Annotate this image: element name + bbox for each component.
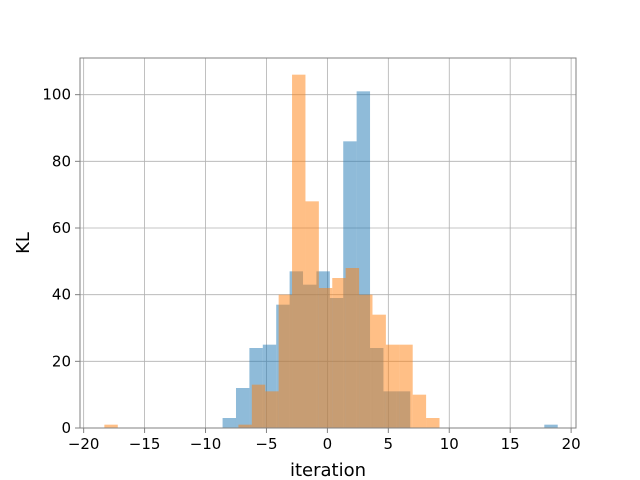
x-tick-label: 15 <box>501 435 520 453</box>
histogram-bar-series-2 <box>345 268 360 428</box>
x-tick-label: −15 <box>129 435 161 453</box>
y-tick-label: 80 <box>52 152 71 170</box>
x-tick-label: 20 <box>562 435 581 453</box>
histogram-bar-series-2 <box>412 394 427 428</box>
histogram-bar-series-1 <box>544 424 558 428</box>
histogram-bar-series-1 <box>235 388 250 428</box>
histogram-bar-series-2 <box>265 391 279 428</box>
histogram-bar-series-2 <box>104 424 118 428</box>
x-tick-label: 0 <box>323 435 333 453</box>
x-tick-label: 5 <box>384 435 394 453</box>
histogram-bar-series-2 <box>305 201 319 428</box>
histogram-bar-series-2 <box>332 278 346 428</box>
histogram-bar-series-2 <box>426 418 440 428</box>
y-tick-label: 60 <box>52 219 71 237</box>
plot-frame <box>79 57 577 429</box>
y-tick-label: 20 <box>52 352 71 370</box>
histogram-bar-series-2 <box>385 344 400 428</box>
y-axis-label: KL <box>13 232 34 254</box>
histogram-bar-series-2 <box>278 294 293 428</box>
y-tick-label: 100 <box>42 86 71 104</box>
histogram-bar-series-1 <box>222 418 236 428</box>
x-tick-label: −10 <box>190 435 222 453</box>
histogram-bar-series-2 <box>359 294 373 428</box>
ticks: −20 −15 −10 −5 0 5 10 15 20 0 20 40 60 80 100 <box>42 86 580 453</box>
histogram-bar-series-2 <box>292 74 306 429</box>
histogram-bar-series-2 <box>399 344 413 428</box>
x-tick-label: −5 <box>255 435 277 453</box>
y-tick-label: 40 <box>52 286 71 304</box>
bars <box>104 74 558 429</box>
y-tick-label: 0 <box>61 419 71 437</box>
grid <box>80 58 576 429</box>
histogram-bar-series-2 <box>238 424 252 428</box>
histogram-bar-series-2 <box>251 384 266 428</box>
x-tick-label: 10 <box>440 435 459 453</box>
histogram-bar-series-2 <box>318 288 333 428</box>
histogram-bar-series-2 <box>372 314 386 428</box>
x-axis-label: iteration <box>290 460 366 480</box>
x-tick-label: −20 <box>68 435 100 453</box>
